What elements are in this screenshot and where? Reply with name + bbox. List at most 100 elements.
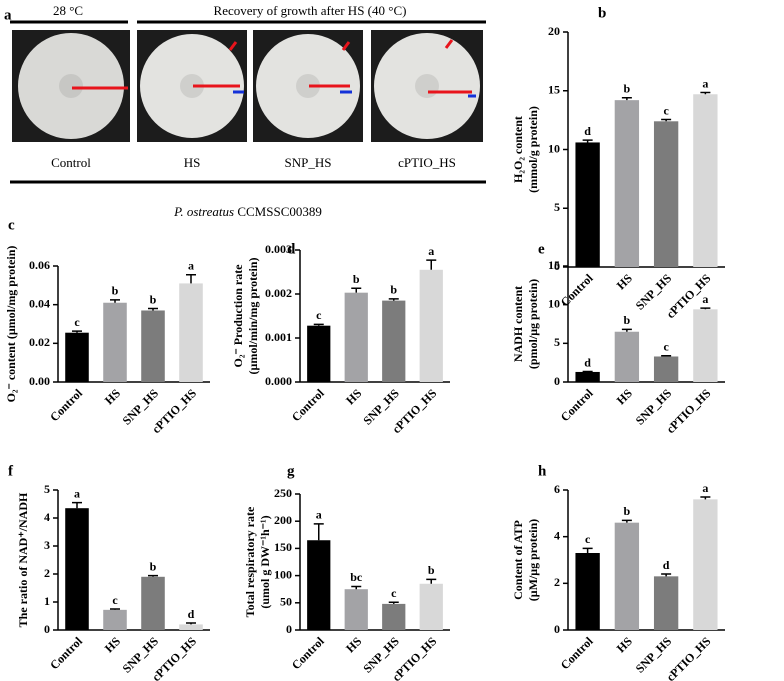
significance-letter: b (624, 82, 631, 96)
y-axis-label: Content of ATP (511, 520, 525, 600)
significance-letter: b (353, 272, 360, 286)
y-tick-label: 200 (274, 513, 292, 527)
panel-letter: c (8, 217, 15, 233)
y-tick-label: 15 (548, 258, 560, 272)
panel-letter: a (4, 7, 12, 23)
y-tick-label: 0 (286, 622, 292, 636)
bar (307, 325, 331, 382)
bar (653, 576, 679, 630)
error-bar (148, 307, 158, 311)
error-bar (700, 91, 711, 95)
y-axis-label: (μM/μg protein) (526, 519, 540, 601)
error-bar (110, 299, 120, 303)
y-tick-label: 5 (554, 200, 560, 214)
error-bar (351, 585, 362, 590)
y-tick-label: 100 (274, 567, 292, 581)
error-bar (186, 273, 196, 284)
error-bar (621, 97, 632, 101)
species-label: P. ostreatus CCMSSC00389 (173, 204, 322, 219)
error-bar (621, 328, 632, 332)
significance-letter: a (428, 244, 434, 258)
bar (344, 589, 368, 630)
y-axis-label: (umol g DW⁻¹h⁻¹) (258, 515, 272, 608)
y-tick-label: 0.06 (29, 258, 50, 272)
significance-letter: d (584, 355, 591, 369)
x-tick-label: HS (614, 634, 635, 655)
x-tick-label: Control (558, 386, 596, 424)
bar (103, 302, 127, 382)
error-bar (186, 622, 196, 625)
bar (65, 508, 89, 630)
significance-letter: b (624, 504, 631, 518)
error-bar (72, 501, 82, 509)
x-tick-label: HS (614, 386, 635, 407)
significance-letter: b (150, 559, 157, 573)
x-tick-label: Control (47, 634, 85, 672)
error-bar (110, 608, 120, 610)
y-tick-label: 50 (280, 595, 292, 609)
x-tick-label: HS (102, 634, 123, 655)
error-bar (351, 287, 362, 293)
significance-letter: d (188, 607, 195, 621)
y-axis-label: (μmol/min/mg protein) (246, 258, 260, 375)
error-bar (700, 307, 711, 310)
bar (382, 300, 406, 382)
significance-letter: b (112, 284, 119, 298)
significance-letter: a (702, 292, 708, 306)
significance-letter: c (316, 308, 322, 322)
temp-label: 28 °C (53, 3, 83, 18)
y-tick-label: 0.000 (265, 374, 292, 388)
x-tick-label: Control (289, 634, 327, 672)
error-bar (621, 519, 632, 523)
y-tick-label: 4 (44, 510, 50, 524)
error-bar (313, 523, 324, 541)
x-tick-label: Control (289, 386, 327, 424)
error-bar (72, 330, 82, 333)
error-bar (388, 298, 399, 301)
panel-letter: e (538, 241, 545, 257)
bar (693, 499, 718, 630)
bar (614, 522, 640, 630)
y-tick-label: 3 (44, 538, 50, 552)
bar (419, 583, 443, 630)
bar (653, 121, 679, 267)
significance-letter: a (316, 508, 322, 522)
y-tick-label: 20 (548, 24, 560, 38)
y-axis-label: The ratio of NAD⁺/NADH (16, 492, 30, 627)
strain: CCMSSC00389 (237, 204, 322, 219)
y-tick-label: 10 (548, 296, 560, 310)
bar (575, 142, 600, 267)
error-bar (426, 578, 437, 584)
panel-letter: g (287, 463, 295, 479)
y-tick-label: 0 (554, 622, 560, 636)
significance-letter: a (702, 481, 708, 495)
bar (307, 540, 331, 630)
error-bar (661, 354, 672, 357)
significance-letter: c (663, 339, 669, 353)
y-axis-label: (mmol/g protein) (526, 106, 540, 193)
significance-letter: bc (350, 570, 363, 584)
y-axis-label: NADH content (511, 286, 525, 362)
bar (382, 603, 406, 630)
error-bar (582, 139, 593, 143)
significance-letter: a (188, 258, 194, 272)
significance-letter: b (428, 563, 435, 577)
y-tick-label: 0.001 (265, 330, 292, 344)
bar (344, 292, 368, 382)
error-bar (661, 573, 672, 577)
photos (12, 30, 483, 142)
y-tick-label: 250 (274, 486, 292, 500)
y-axis-label: O₂⁻ Production rate (231, 264, 245, 368)
y-tick-label: 0.04 (29, 296, 50, 310)
y-tick-label: 1 (44, 594, 50, 608)
x-tick-label: HS (102, 386, 123, 407)
y-tick-label: 0.002 (265, 286, 292, 300)
y-tick-label: 150 (274, 540, 292, 554)
bar (419, 269, 443, 382)
panel-letter: d (287, 241, 296, 257)
x-tick-label: HS (614, 271, 635, 292)
y-axis-label: H₂O₂ content (511, 116, 525, 183)
significance-letter: a (74, 486, 80, 500)
bar (693, 309, 718, 382)
